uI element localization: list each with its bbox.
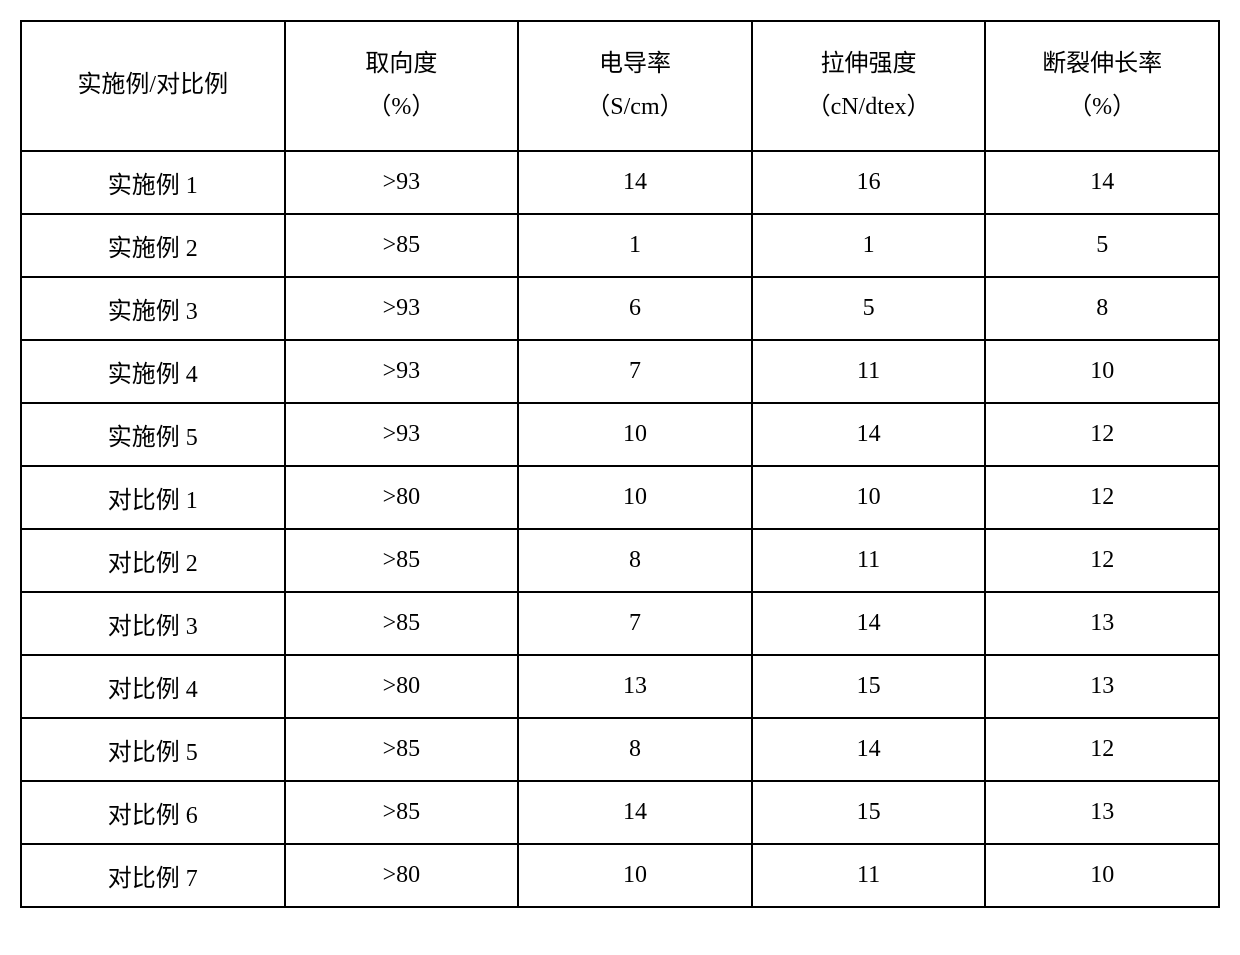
cell-orientation: >85: [285, 214, 519, 277]
cell-tensile: 14: [752, 718, 986, 781]
cell-name: 对比例 1: [21, 466, 285, 529]
cell-name: 对比例 2: [21, 529, 285, 592]
table-row: 实施例 5 >93 10 14 12: [21, 403, 1219, 466]
cell-orientation: >80: [285, 466, 519, 529]
cell-conductivity: 1: [518, 214, 752, 277]
cell-tensile: 11: [752, 529, 986, 592]
column-header-example: 实施例/对比例: [21, 21, 285, 151]
cell-name: 实施例 2: [21, 214, 285, 277]
cell-elongation: 10: [985, 340, 1219, 403]
header-label: 电导率: [529, 43, 741, 86]
table-row: 实施例 2 >85 1 1 5: [21, 214, 1219, 277]
cell-elongation: 5: [985, 214, 1219, 277]
column-header-orientation: 取向度 （%）: [285, 21, 519, 151]
table-row: 对比例 7 >80 10 11 10: [21, 844, 1219, 907]
cell-orientation: >93: [285, 151, 519, 214]
header-label: 实施例/对比例: [32, 64, 274, 107]
table-row: 对比例 2 >85 8 11 12: [21, 529, 1219, 592]
header-unit: （%）: [996, 86, 1208, 129]
cell-name: 对比例 3: [21, 592, 285, 655]
cell-name: 实施例 4: [21, 340, 285, 403]
table-body: 实施例 1 >93 14 16 14 实施例 2 >85 1 1 5 实施例 3…: [21, 151, 1219, 907]
cell-name: 对比例 7: [21, 844, 285, 907]
cell-orientation: >93: [285, 277, 519, 340]
data-table: 实施例/对比例 取向度 （%） 电导率 （S/cm） 拉伸强度 （cN/dtex…: [20, 20, 1220, 908]
cell-conductivity: 10: [518, 844, 752, 907]
column-header-elongation: 断裂伸长率 （%）: [985, 21, 1219, 151]
cell-orientation: >85: [285, 529, 519, 592]
cell-orientation: >80: [285, 655, 519, 718]
cell-elongation: 8: [985, 277, 1219, 340]
table-row: 对比例 1 >80 10 10 12: [21, 466, 1219, 529]
cell-name: 实施例 5: [21, 403, 285, 466]
cell-conductivity: 7: [518, 592, 752, 655]
cell-elongation: 10: [985, 844, 1219, 907]
cell-orientation: >93: [285, 403, 519, 466]
table-header-row: 实施例/对比例 取向度 （%） 电导率 （S/cm） 拉伸强度 （cN/dtex…: [21, 21, 1219, 151]
cell-orientation: >85: [285, 718, 519, 781]
cell-name: 实施例 3: [21, 277, 285, 340]
cell-tensile: 15: [752, 655, 986, 718]
cell-conductivity: 14: [518, 151, 752, 214]
table-row: 实施例 4 >93 7 11 10: [21, 340, 1219, 403]
column-header-tensile: 拉伸强度 （cN/dtex）: [752, 21, 986, 151]
cell-elongation: 12: [985, 403, 1219, 466]
cell-elongation: 12: [985, 466, 1219, 529]
cell-conductivity: 8: [518, 529, 752, 592]
cell-elongation: 12: [985, 529, 1219, 592]
cell-conductivity: 7: [518, 340, 752, 403]
cell-orientation: >93: [285, 340, 519, 403]
cell-elongation: 13: [985, 781, 1219, 844]
cell-conductivity: 6: [518, 277, 752, 340]
cell-elongation: 13: [985, 655, 1219, 718]
cell-conductivity: 13: [518, 655, 752, 718]
cell-conductivity: 14: [518, 781, 752, 844]
cell-orientation: >85: [285, 592, 519, 655]
cell-tensile: 15: [752, 781, 986, 844]
cell-tensile: 16: [752, 151, 986, 214]
cell-tensile: 11: [752, 340, 986, 403]
cell-name: 对比例 6: [21, 781, 285, 844]
header-label: 取向度: [296, 43, 508, 86]
cell-tensile: 1: [752, 214, 986, 277]
cell-name: 实施例 1: [21, 151, 285, 214]
cell-tensile: 10: [752, 466, 986, 529]
cell-elongation: 14: [985, 151, 1219, 214]
cell-orientation: >80: [285, 844, 519, 907]
table-row: 实施例 3 >93 6 5 8: [21, 277, 1219, 340]
cell-tensile: 11: [752, 844, 986, 907]
table-row: 对比例 5 >85 8 14 12: [21, 718, 1219, 781]
table-row: 对比例 6 >85 14 15 13: [21, 781, 1219, 844]
cell-name: 对比例 5: [21, 718, 285, 781]
table-row: 实施例 1 >93 14 16 14: [21, 151, 1219, 214]
column-header-conductivity: 电导率 （S/cm）: [518, 21, 752, 151]
cell-conductivity: 10: [518, 466, 752, 529]
cell-name: 对比例 4: [21, 655, 285, 718]
cell-elongation: 12: [985, 718, 1219, 781]
header-label: 断裂伸长率: [996, 43, 1208, 86]
header-unit: （S/cm）: [529, 86, 741, 129]
cell-conductivity: 8: [518, 718, 752, 781]
cell-conductivity: 10: [518, 403, 752, 466]
header-label: 拉伸强度: [763, 43, 975, 86]
cell-tensile: 5: [752, 277, 986, 340]
header-unit: （cN/dtex）: [763, 86, 975, 129]
cell-elongation: 13: [985, 592, 1219, 655]
table-row: 对比例 3 >85 7 14 13: [21, 592, 1219, 655]
header-unit: （%）: [296, 86, 508, 129]
cell-orientation: >85: [285, 781, 519, 844]
cell-tensile: 14: [752, 592, 986, 655]
cell-tensile: 14: [752, 403, 986, 466]
table-row: 对比例 4 >80 13 15 13: [21, 655, 1219, 718]
